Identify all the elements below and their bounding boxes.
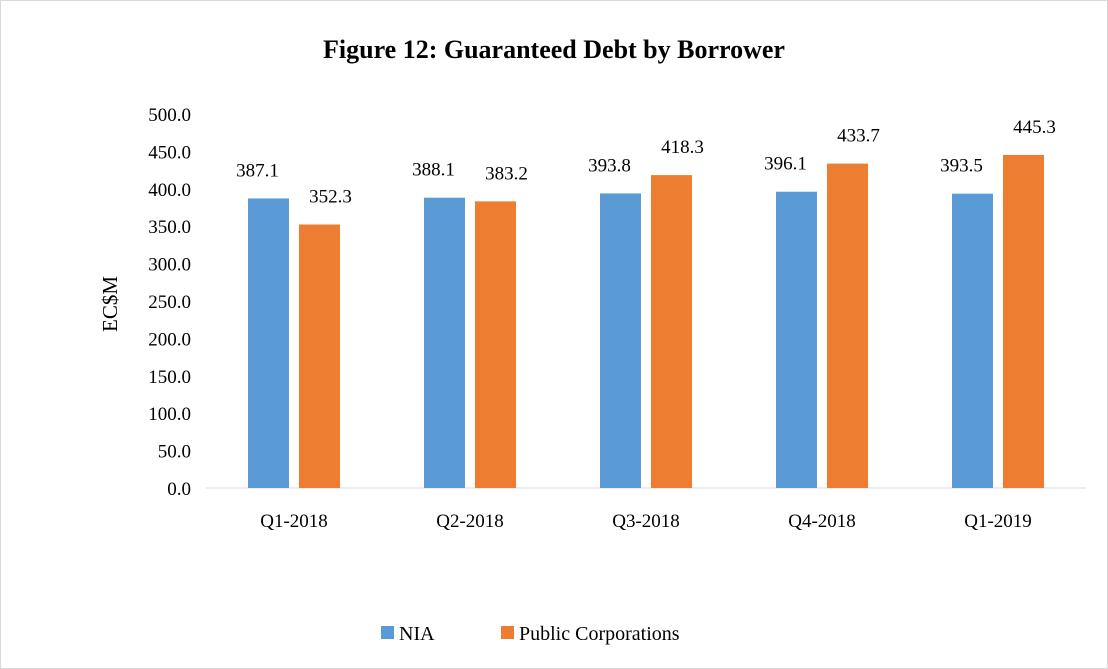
- data-label: 393.8: [588, 155, 631, 176]
- y-tick-label: 450.0: [148, 142, 191, 163]
- y-tick-label: 200.0: [148, 329, 191, 350]
- bar-nia: [776, 191, 817, 488]
- x-tick-label: Q1-2018: [260, 511, 328, 532]
- y-tick-label: 400.0: [148, 180, 191, 201]
- bar-nia: [600, 193, 641, 488]
- bar-nia: [248, 198, 289, 488]
- chart-title: Figure 12: Guaranteed Debt by Borrower: [323, 35, 785, 64]
- bar-public-corporations: [475, 201, 516, 488]
- y-axis-title: EC$M: [98, 276, 122, 332]
- bar-public-corporations: [651, 175, 692, 488]
- x-tick-label: Q4-2018: [788, 511, 856, 532]
- bar-public-corporations: [1003, 154, 1044, 489]
- legend-label-nia: NIA: [399, 623, 435, 645]
- bar-public-corporations: [299, 224, 340, 488]
- data-label: 383.2: [485, 163, 528, 184]
- y-tick-label: 0.0: [167, 479, 191, 500]
- y-tick-label: 50.0: [158, 442, 191, 463]
- y-tick-label: 350.0: [148, 217, 191, 238]
- x-tick-label: Q3-2018: [612, 511, 680, 532]
- y-tick-label: 300.0: [148, 255, 191, 276]
- data-label: 445.3: [1013, 117, 1056, 138]
- bar-nia: [424, 197, 465, 488]
- legend-label-public-corporations: Public Corporations: [519, 623, 680, 645]
- bar-nia: [952, 193, 993, 489]
- data-label: 387.1: [236, 160, 279, 181]
- legend-swatch-public-corporations: [501, 626, 514, 639]
- y-tick-label: 250.0: [148, 292, 191, 313]
- data-label: 418.3: [661, 137, 704, 158]
- plot-area: 0.0 50.0 100.0 150.0 200.0 250.0 300.0 350.0 400…: [148, 105, 1086, 532]
- x-tick-label: Q2-2018: [436, 511, 504, 532]
- legend-swatch-nia: [381, 626, 394, 639]
- y-tick-label: 500.0: [148, 105, 191, 126]
- data-label: 352.3: [309, 186, 352, 207]
- y-tick-label: 150.0: [148, 367, 191, 388]
- y-tick-label: 100.0: [148, 404, 191, 425]
- data-label: 433.7: [837, 126, 880, 147]
- data-label: 396.1: [764, 154, 807, 175]
- data-label: 393.5: [940, 156, 983, 177]
- legend: NIA Public Corporations: [381, 623, 680, 645]
- data-label: 388.1: [412, 160, 455, 181]
- x-tick-label: Q1-2019: [964, 511, 1032, 532]
- bar-public-corporations: [827, 163, 868, 488]
